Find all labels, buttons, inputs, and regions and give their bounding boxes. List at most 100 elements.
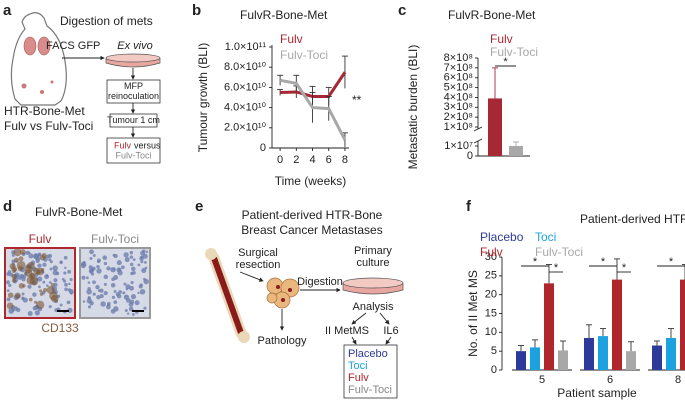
significance-label: *: [503, 56, 508, 68]
significance-label: *: [669, 256, 674, 268]
readout-label: IL6: [383, 325, 398, 337]
nucleus: [106, 304, 111, 310]
arm-label: versus: [134, 140, 161, 150]
nucleus: [64, 287, 68, 292]
y-tick-label: 6×10⁸: [444, 72, 473, 84]
step-label: Digestion of mets: [60, 14, 153, 28]
nucleus: [122, 291, 126, 295]
panel-letter: a: [3, 2, 12, 19]
x-tick-label: 6: [326, 154, 332, 166]
nucleus: [82, 300, 86, 303]
bar: [584, 337, 594, 370]
x-tick-label: 6: [607, 374, 613, 386]
nucleus: [32, 292, 37, 297]
model-label: HTR-Bone-Met: [4, 104, 85, 118]
y-tick-label: 8×10⁸: [444, 52, 473, 64]
y-tick-label: 2.0×10¹⁰: [224, 122, 267, 134]
nucleus: [92, 292, 96, 296]
nucleus: [103, 261, 108, 266]
panel-e: Patient-derived HTR-Bone Breast Cancer M…: [205, 208, 404, 399]
nucleus: [69, 291, 73, 295]
step-label: Surgical: [238, 247, 278, 259]
stain: [34, 300, 38, 304]
nucleus: [112, 267, 116, 271]
nucleus: [45, 274, 49, 277]
nucleus: [117, 270, 123, 276]
nucleus: [129, 262, 134, 267]
bar: [666, 337, 676, 370]
nucleus: [66, 300, 71, 305]
nucleus: [144, 266, 148, 270]
stain: [18, 256, 24, 262]
significance-label: *: [533, 256, 538, 268]
nucleus: [64, 282, 68, 287]
nucleus: [116, 260, 122, 266]
nucleus: [97, 289, 101, 293]
stain: [24, 269, 33, 277]
legend-label: Toci: [535, 230, 556, 244]
group-label: Toci: [348, 360, 368, 372]
nucleus: [96, 264, 100, 269]
nucleus: [32, 306, 37, 311]
step-label: Analysis: [353, 301, 394, 313]
tissue: [281, 298, 285, 302]
x-tick-label: 4: [309, 154, 315, 166]
nucleus: [143, 278, 150, 285]
tissue: [266, 277, 300, 309]
nucleus: [21, 292, 25, 296]
stain: [18, 283, 25, 289]
y-tick-label: 4.0×10¹⁰: [224, 102, 267, 114]
nucleus: [126, 312, 130, 315]
arrow: [351, 336, 357, 345]
stain: [11, 278, 17, 283]
nucleus: [42, 262, 47, 267]
chart-title: FulvR-Bone-Met: [240, 8, 328, 22]
nucleus: [63, 255, 68, 260]
nucleus: [42, 280, 46, 284]
stain: [39, 289, 43, 293]
y-tick-label: 0: [467, 150, 473, 162]
nucleus: [113, 290, 117, 293]
stain: [41, 268, 45, 272]
nucleus: [141, 267, 147, 274]
step-box: [106, 137, 161, 164]
nucleus: [8, 283, 12, 288]
nucleus: [83, 262, 87, 267]
stain: [42, 288, 48, 293]
nucleus: [130, 271, 134, 276]
nucleus: [134, 300, 140, 306]
nucleus: [81, 275, 86, 280]
nucleus: [132, 258, 136, 261]
y-tick-label: 25: [485, 270, 497, 282]
bar: [544, 283, 554, 370]
bar: [612, 279, 622, 370]
stain: [9, 263, 16, 270]
chart-title: FulvR-Bone-Met: [448, 8, 536, 22]
nucleus: [106, 301, 111, 306]
nucleus: [129, 299, 135, 305]
step-label: FACS GFP: [46, 40, 100, 52]
nucleus: [27, 311, 33, 317]
nucleus: [86, 288, 92, 295]
y-tick-label: 15: [485, 307, 497, 319]
group-label: Fulv-Toci: [348, 384, 392, 396]
y-axis-label: Metastatic burden (BLI): [406, 45, 420, 170]
nucleus: [21, 274, 24, 278]
nucleus: [27, 251, 31, 255]
legend-label: Fulv: [490, 32, 513, 46]
x-tick-label: 8: [675, 374, 681, 386]
significance-label: *: [601, 256, 606, 268]
step-label: Ex vivo: [117, 40, 152, 52]
bar: [652, 345, 662, 370]
y-tick-label: 10: [485, 326, 497, 338]
bar: [626, 351, 636, 370]
nucleus: [49, 260, 53, 264]
nucleus: [28, 253, 34, 259]
y-tick-label: 1×10⁸: [444, 121, 473, 133]
nucleus: [59, 303, 63, 307]
stain: [13, 257, 19, 263]
nucleus: [103, 274, 109, 280]
significance-label: *: [622, 262, 627, 274]
nucleus: [130, 294, 137, 300]
